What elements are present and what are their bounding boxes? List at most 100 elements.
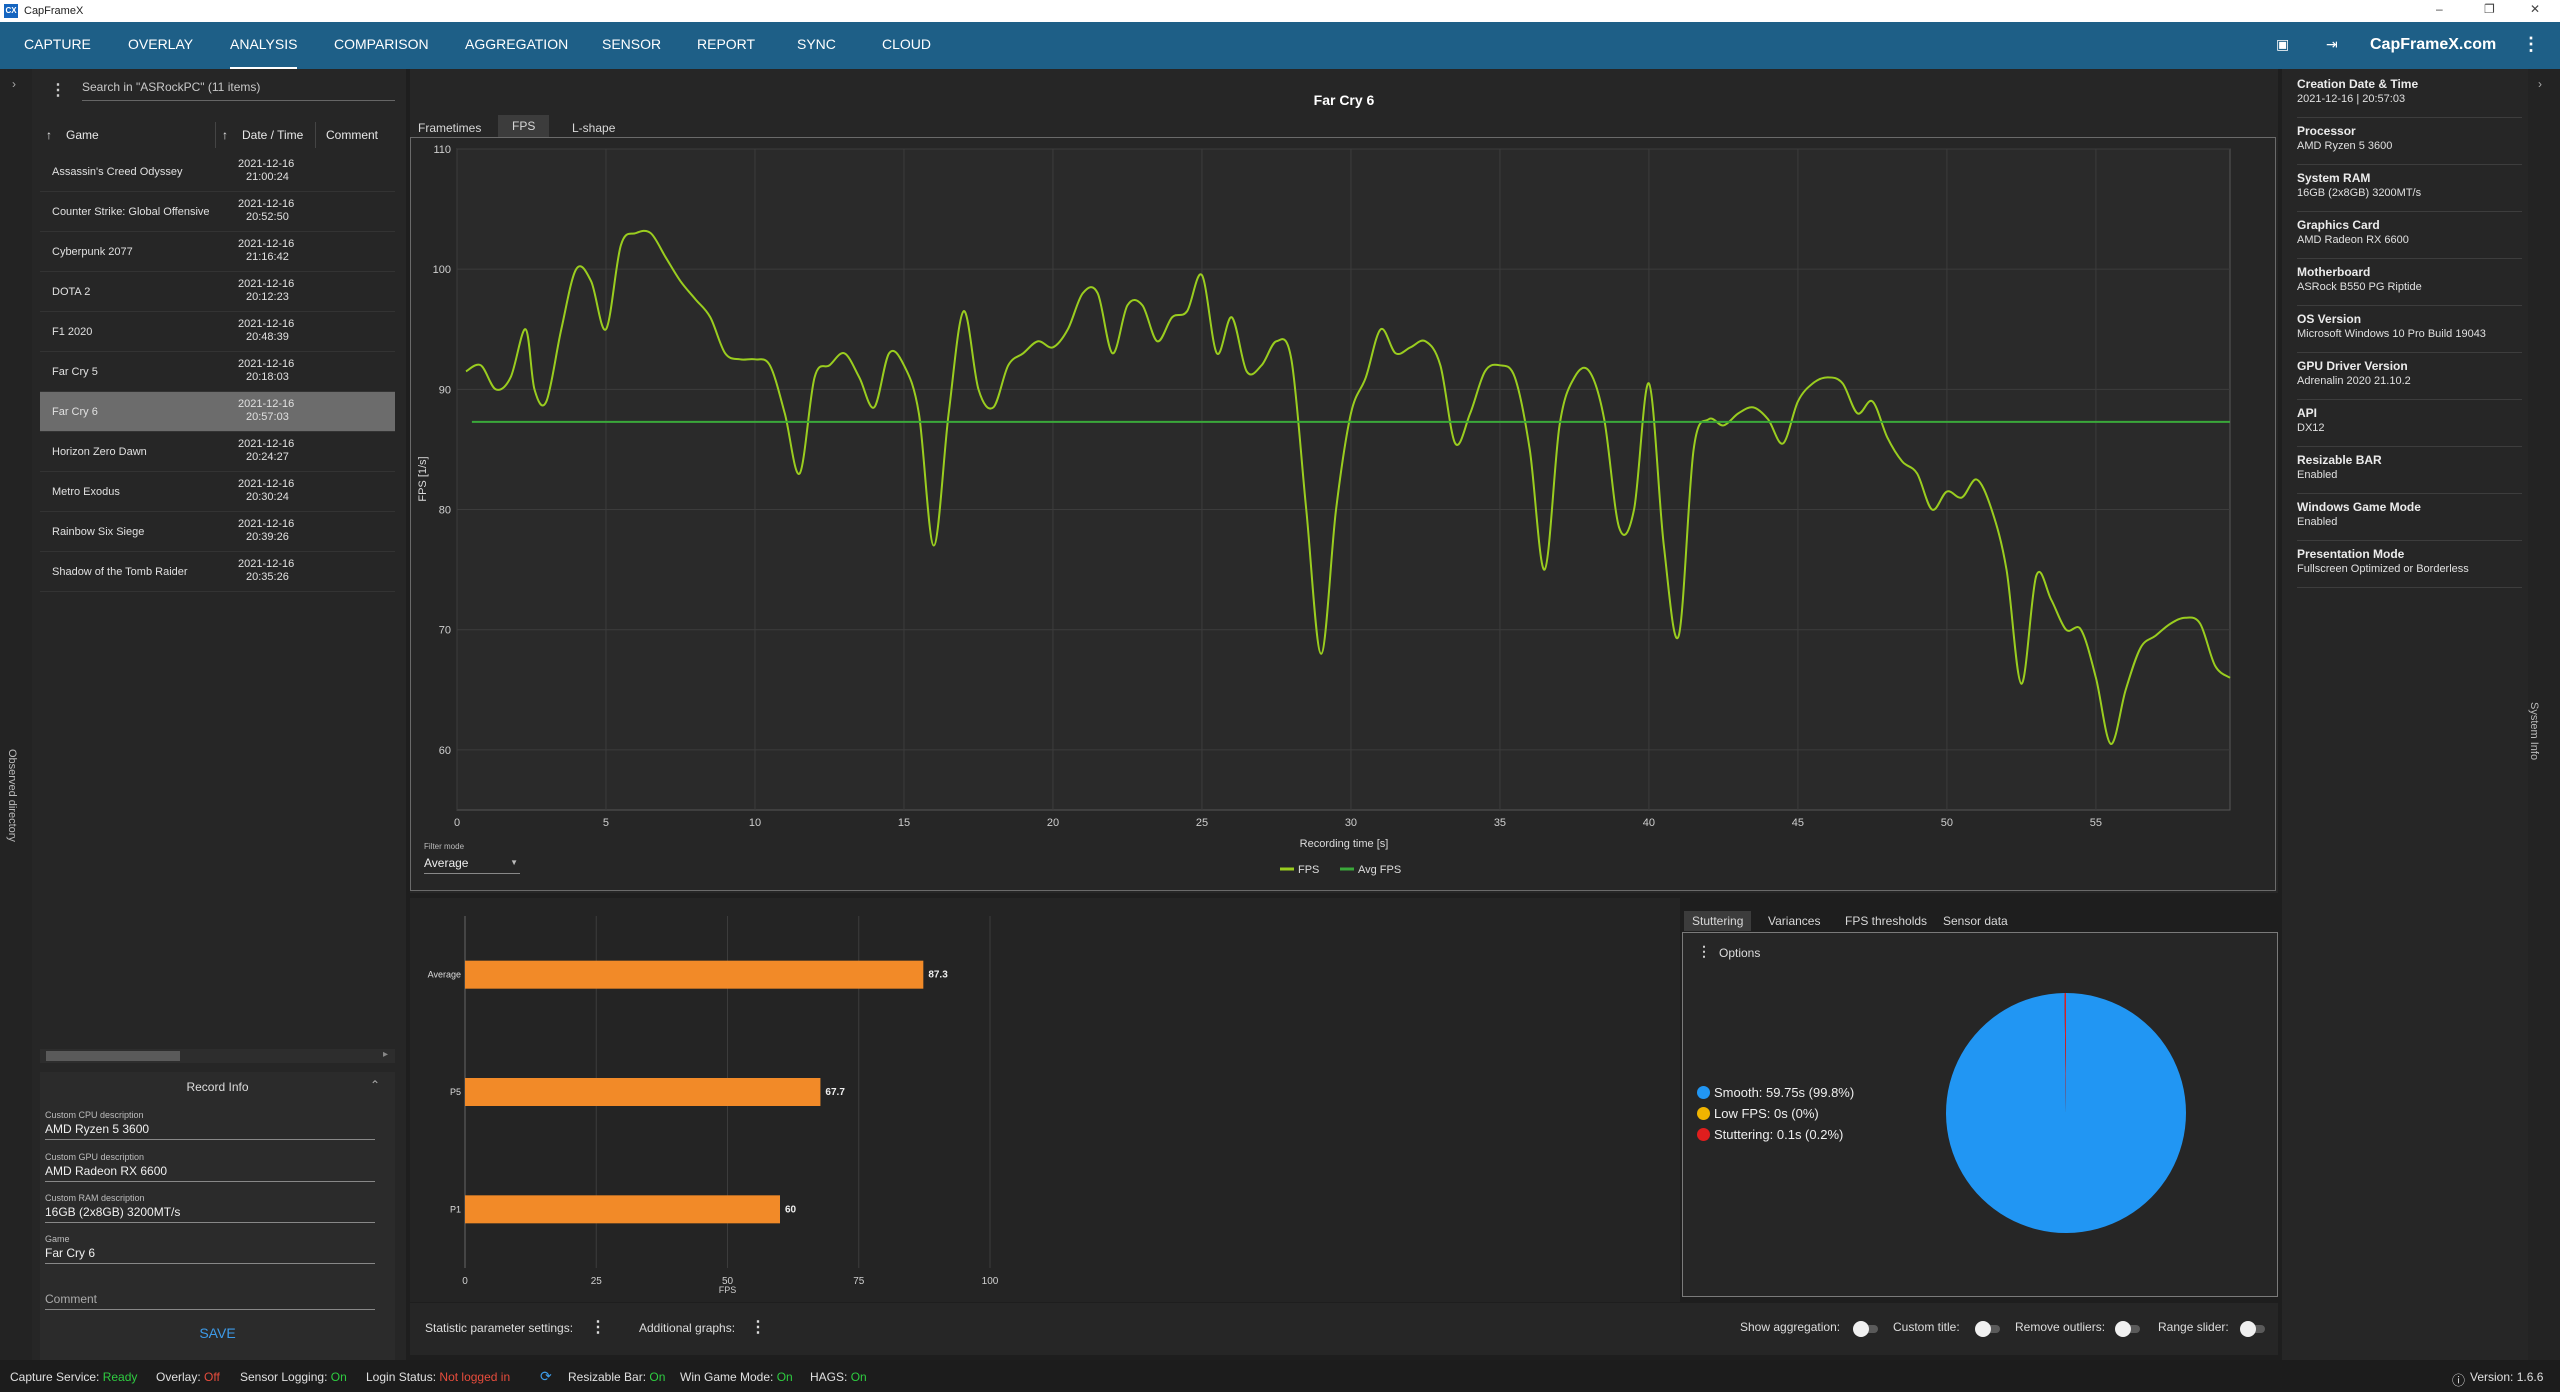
tab-variances[interactable]: Variances bbox=[1768, 914, 1821, 928]
low-fps-dot bbox=[1697, 1107, 1710, 1120]
y-tick-label: 80 bbox=[439, 505, 451, 517]
observed-directory-label: Observed directory bbox=[6, 749, 18, 842]
collapse-chevron-icon[interactable]: ⌃ bbox=[370, 1078, 381, 1092]
system-info-value: DX12 bbox=[2297, 422, 2325, 434]
close-icon[interactable]: ✕ bbox=[2530, 2, 2541, 16]
tab-sensor[interactable]: SENSOR bbox=[602, 36, 662, 52]
comment-field[interactable]: Comment bbox=[45, 1290, 375, 1310]
record-row[interactable]: DOTA 2 2021-12-16 20:12:23 bbox=[40, 272, 395, 312]
record-time: 21:16:42 bbox=[246, 251, 289, 263]
tab-fps-thresholds[interactable]: FPS thresholds bbox=[1845, 914, 1928, 928]
restore-icon[interactable]: ❐ bbox=[2484, 2, 2495, 16]
range-slider-toggle[interactable] bbox=[2240, 1321, 2265, 1337]
column-header-game[interactable]: Game bbox=[66, 128, 99, 142]
game-value[interactable]: Far Cry 6 bbox=[45, 1246, 96, 1260]
system-info-value: Enabled bbox=[2297, 469, 2338, 481]
dropdown-arrow-icon[interactable]: ▼ bbox=[510, 858, 518, 867]
tab-comparison[interactable]: COMPARISON bbox=[334, 36, 429, 52]
toggle-knob[interactable] bbox=[2240, 1321, 2256, 1337]
tab-analysis[interactable]: ANALYSIS bbox=[230, 22, 298, 69]
tab-overlay[interactable]: OVERLAY bbox=[128, 36, 194, 52]
stutter-legend: Smooth: 59.75s (99.8%) Low FPS: 0s (0%) … bbox=[1697, 1085, 1854, 1148]
pie-slice bbox=[1946, 993, 2187, 1233]
x-tick-label: 30 bbox=[1345, 817, 1357, 829]
toggle-knob[interactable] bbox=[1853, 1321, 1869, 1337]
custom-cpu-value[interactable]: AMD Ryzen 5 3600 bbox=[45, 1122, 150, 1136]
search-input[interactable]: Search in "ASRockPC" (11 items) bbox=[82, 80, 395, 101]
x-tick-label: 50 bbox=[722, 1276, 734, 1287]
remove-outliers-toggle[interactable] bbox=[2115, 1321, 2140, 1337]
tab-report[interactable]: REPORT bbox=[697, 36, 756, 52]
record-row[interactable]: Cyberpunk 2077 2021-12-16 21:16:42 bbox=[40, 232, 395, 272]
scrollbar-thumb[interactable] bbox=[46, 1051, 180, 1061]
column-header-comment[interactable]: Comment bbox=[326, 128, 379, 142]
tab-fps[interactable]: FPS bbox=[498, 115, 550, 137]
minimize-icon[interactable]: – bbox=[2436, 2, 2443, 16]
record-row[interactable]: Far Cry 6 2021-12-16 20:57:03 bbox=[40, 392, 395, 432]
refresh-icon[interactable]: ⟳ bbox=[540, 1368, 552, 1384]
record-row[interactable]: Rainbow Six Siege 2021-12-16 20:39:26 bbox=[40, 512, 395, 552]
tab-sensor-data[interactable]: Sensor data bbox=[1943, 914, 2008, 928]
options-button[interactable]: Options bbox=[1719, 946, 1761, 960]
sort-arrow-icon[interactable]: ↑ bbox=[222, 128, 228, 142]
menu-more-icon[interactable]: ⋮ bbox=[2522, 34, 2540, 54]
custom-cpu-field[interactable]: Custom CPU description AMD Ryzen 5 3600 bbox=[45, 1110, 375, 1140]
column-divider bbox=[315, 122, 316, 148]
fps-series-line bbox=[465, 229, 2231, 745]
column-header-datetime[interactable]: Date / Time bbox=[242, 128, 304, 142]
system-info-strip[interactable]: › System Info bbox=[2528, 69, 2560, 1360]
filter-mode-select[interactable]: Average ▼ bbox=[424, 856, 520, 874]
record-row[interactable]: Horizon Zero Dawn 2021-12-16 20:24:27 bbox=[40, 432, 395, 472]
legend-label-stuttering: Stuttering: 0.1s (0.2%) bbox=[1714, 1127, 1844, 1142]
chevron-right-icon[interactable]: › bbox=[2538, 77, 2542, 91]
tab-cloud[interactable]: CLOUD bbox=[882, 36, 932, 52]
list-options-icon[interactable]: ⋮ bbox=[50, 82, 66, 99]
toggle-knob[interactable] bbox=[1975, 1321, 1991, 1337]
show-aggregation-toggle[interactable] bbox=[1853, 1321, 1878, 1337]
record-game: F1 2020 bbox=[52, 326, 93, 338]
scroll-right-icon[interactable]: ▸ bbox=[383, 1049, 389, 1060]
tab-l-shape[interactable]: L-shape bbox=[572, 121, 616, 135]
tab-stuttering[interactable]: Stuttering bbox=[1684, 911, 1752, 931]
record-row[interactable]: Assassin's Creed Odyssey 2021-12-16 21:00:… bbox=[40, 152, 395, 192]
chevron-right-icon[interactable]: › bbox=[12, 77, 16, 91]
tab-capture[interactable]: CAPTURE bbox=[24, 36, 91, 52]
game-field[interactable]: Game Far Cry 6 bbox=[45, 1234, 375, 1264]
toggle-knob[interactable] bbox=[2115, 1321, 2131, 1337]
statistic-settings-menu-icon[interactable]: ⋮ bbox=[590, 1319, 606, 1336]
comment-placeholder[interactable]: Comment bbox=[45, 1292, 98, 1306]
record-row[interactable]: F1 2020 2021-12-16 20:48:39 bbox=[40, 312, 395, 352]
system-info-key: OS Version bbox=[2297, 312, 2362, 326]
record-datetime: 2021-12-16 20:18:03 bbox=[238, 358, 294, 384]
save-button[interactable]: SAVE bbox=[199, 1325, 236, 1341]
system-info-item: Motherboard ASRock B550 PG Riptide bbox=[2297, 259, 2522, 306]
horizontal-scrollbar[interactable]: ▸ bbox=[40, 1049, 395, 1063]
record-row[interactable]: Metro Exodus 2021-12-16 20:30:24 bbox=[40, 472, 395, 512]
additional-graphs-menu-icon[interactable]: ⋮ bbox=[750, 1319, 766, 1336]
x-tick-label: 15 bbox=[898, 817, 910, 829]
tab-aggregation[interactable]: AGGREGATION bbox=[465, 36, 569, 52]
options-menu-icon[interactable]: ⋮ bbox=[1697, 943, 1711, 959]
record-datetime: 2021-12-16 21:00:24 bbox=[238, 158, 294, 184]
sort-arrow-icon[interactable]: ↑ bbox=[46, 128, 52, 142]
tab-frametimes[interactable]: Frametimes bbox=[418, 121, 482, 135]
custom-ram-value[interactable]: 16GB (2x8GB) 3200MT/s bbox=[45, 1205, 181, 1219]
observed-directory-strip[interactable]: › Observed directory bbox=[0, 69, 32, 1360]
game-label: Game bbox=[45, 1234, 70, 1244]
custom-ram-field[interactable]: Custom RAM description 16GB (2x8GB) 3200… bbox=[45, 1193, 375, 1223]
login-icon[interactable]: ⇥ bbox=[2326, 36, 2338, 52]
website-link[interactable]: CapFrameX.com bbox=[2370, 36, 2497, 53]
fps-line-chart: 0 5 10 15 20 25 30 35 40 45 50 55 60 70 80 90 100 110 Far … bbox=[417, 92, 2231, 876]
window-title: CapFrameX bbox=[24, 5, 84, 17]
system-info-item: OS Version Microsoft Windows 10 Pro Build… bbox=[2297, 306, 2522, 353]
record-row[interactable]: Far Cry 5 2021-12-16 20:18:03 bbox=[40, 352, 395, 392]
custom-gpu-value[interactable]: AMD Radeon RX 6600 bbox=[45, 1164, 168, 1178]
screenshot-icon[interactable]: ▣ bbox=[2276, 36, 2290, 52]
filter-mode-label: Filter mode bbox=[424, 842, 465, 851]
custom-title-toggle[interactable] bbox=[1975, 1321, 2000, 1337]
record-info-title: Record Info bbox=[186, 1080, 249, 1094]
custom-gpu-field[interactable]: Custom GPU description AMD Radeon RX 660… bbox=[45, 1152, 375, 1182]
record-row[interactable]: Shadow of the Tomb Raider 2021-12-16 20:35… bbox=[40, 552, 395, 592]
tab-sync[interactable]: SYNC bbox=[797, 36, 836, 52]
record-row[interactable]: Counter Strike: Global Offensive 2021-12-… bbox=[40, 192, 395, 232]
